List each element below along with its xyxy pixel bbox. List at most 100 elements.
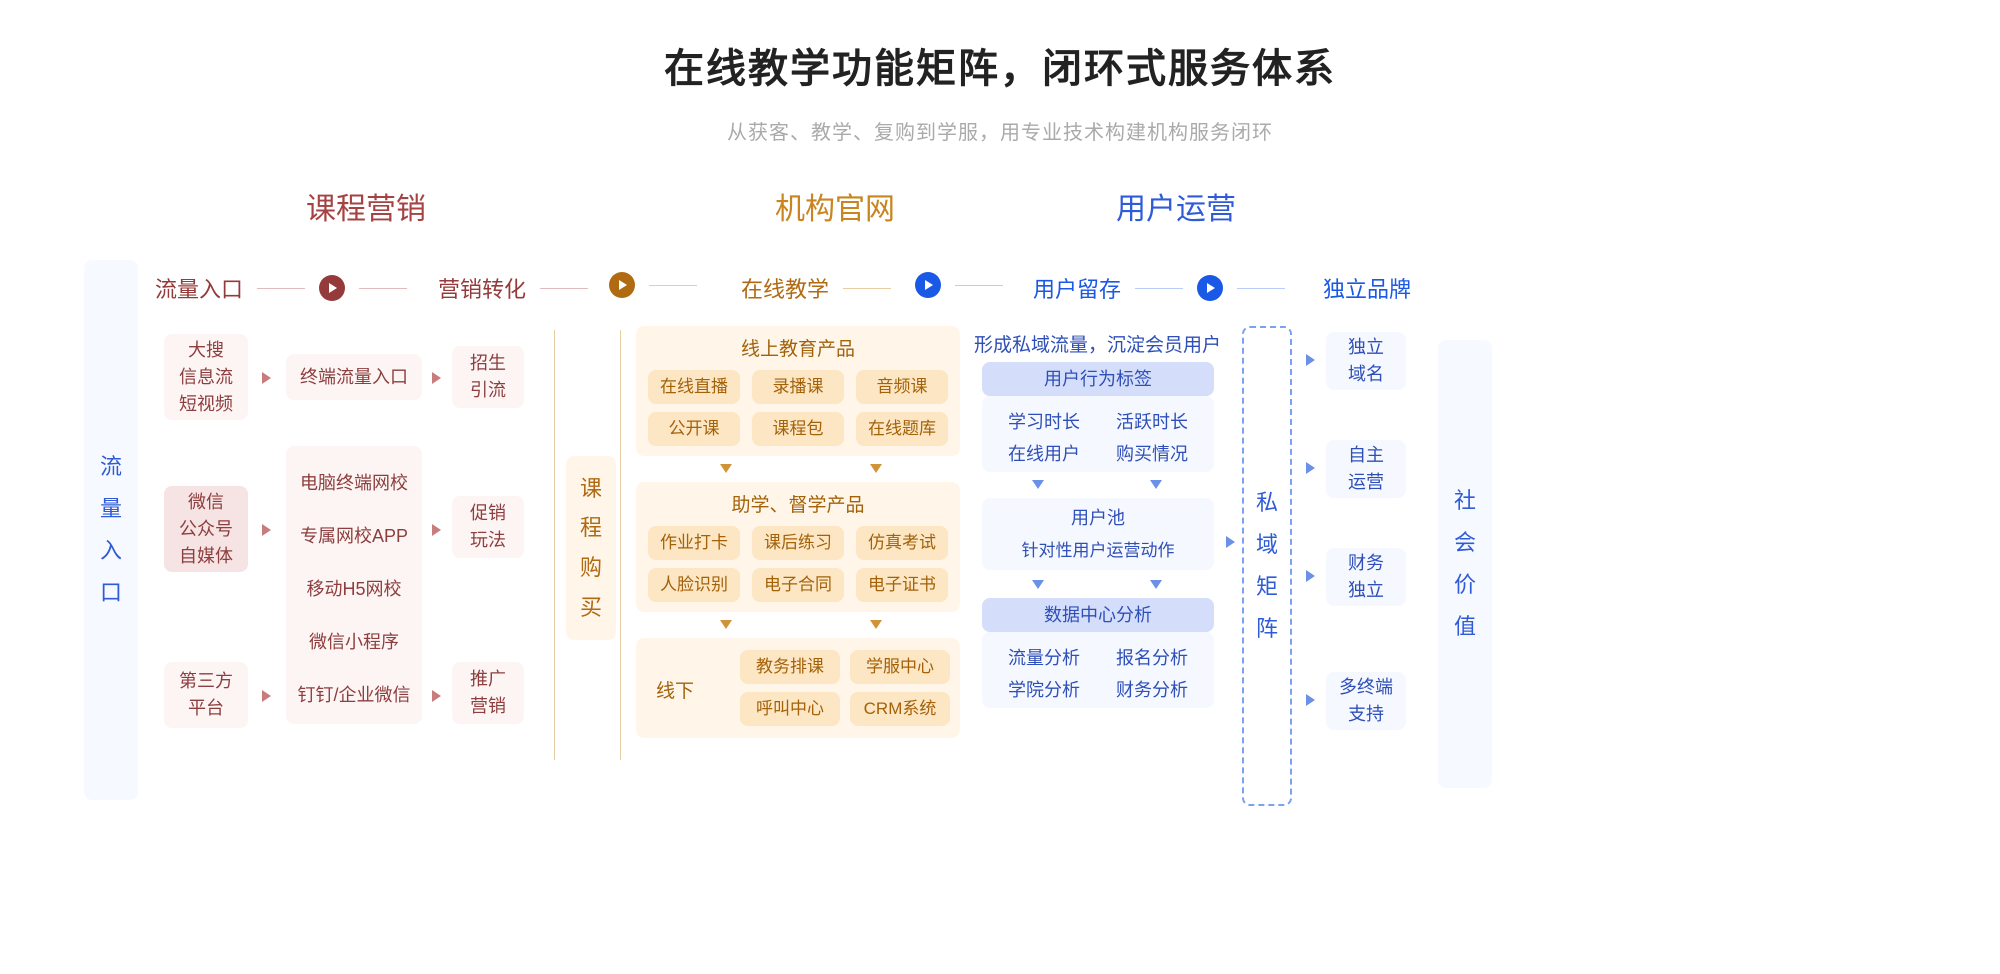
channel-list: 电脑终端网校 专属网校APP 移动H5网校 微信小程序 钉钉/企业微信 (286, 446, 422, 724)
phase-retain-label: 用户留存 (1033, 272, 1121, 304)
phase-traffic-label: 流量入口 (155, 272, 243, 304)
brand-finance: 财务独立 (1326, 548, 1406, 606)
arrow-down-icon (1032, 480, 1044, 489)
convert-enroll: 招生引流 (452, 346, 524, 408)
channel-ding: 钉钉/企业微信 (297, 682, 410, 709)
phase-brand-label: 独立品牌 (1323, 272, 1411, 304)
offline-label: 线下 (656, 676, 694, 703)
phase-connector (843, 288, 891, 289)
phase-between2 (915, 272, 1017, 298)
play-icon (609, 272, 635, 298)
phase-connector (540, 288, 588, 289)
study-exam: 仿真考试 (856, 526, 948, 560)
ops-pool-box: 用户池 针对性用户运营动作 (982, 498, 1214, 570)
phase-connector (955, 285, 1003, 286)
phase-connector (1237, 288, 1285, 289)
tag-buy: 购买情况 (1116, 440, 1188, 466)
play-icon (319, 275, 345, 301)
stat-school: 学院分析 (1008, 676, 1080, 702)
section-marketing: 课程营销 (306, 184, 426, 228)
phase-between1 (609, 272, 711, 298)
phase-connector (257, 288, 305, 289)
vbar-left-text: 流量入口 (100, 446, 122, 613)
ops-data-title: 数据中心分析 (982, 598, 1214, 632)
study-face: 人脸识别 (648, 568, 740, 602)
study-exer: 课后练习 (752, 526, 844, 560)
arrow-icon (432, 372, 441, 384)
page-subtitle: 从获客、教学、复购到学服，用专业技术构建机构服务闭环 (0, 116, 2000, 145)
channel-app: 专属网校APP (300, 523, 408, 550)
convert-promo: 促销玩法 (452, 496, 524, 558)
arrow-icon (262, 372, 271, 384)
arrow-down-icon (1032, 580, 1044, 589)
ops-tag-title: 用户行为标签 (982, 362, 1214, 396)
arrow-down-icon (870, 464, 882, 473)
vbar-social-value: 社会价值 (1438, 340, 1492, 788)
connector-line (620, 330, 621, 760)
pool-sub: 针对性用户运营动作 (1022, 538, 1175, 564)
tag-active: 活跃时长 (1116, 408, 1188, 434)
stat-flow: 流量分析 (1008, 644, 1080, 670)
stat-fin: 财务分析 (1116, 676, 1188, 702)
arrow-icon (1226, 536, 1235, 548)
ops-headline: 形成私域流量，沉淀会员用户 (974, 330, 1221, 357)
phase-teach-label: 在线教学 (741, 272, 829, 304)
phase-retain: 用户留存 (1033, 272, 1299, 304)
offline-call: 呼叫中心 (740, 692, 840, 726)
prod-bank: 在线题库 (856, 412, 948, 446)
section-site: 机构官网 (775, 184, 895, 228)
prod-pack: 课程包 (752, 412, 844, 446)
vbar-mid-text: 课程购买 (580, 469, 602, 627)
phase-convert-label: 营销转化 (438, 272, 526, 304)
offline-schedule: 教务排课 (740, 650, 840, 684)
arrow-icon (262, 690, 271, 702)
source-wechat: 微信公众号自媒体 (164, 486, 248, 572)
brand-multi: 多终端支持 (1326, 672, 1406, 730)
channel-pc: 电脑终端网校 (300, 470, 408, 497)
study-cert: 电子证书 (856, 568, 948, 602)
arrow-icon (432, 524, 441, 536)
arrow-down-icon (720, 620, 732, 629)
phase-teach: 在线教学 (741, 272, 905, 304)
arrow-down-icon (1150, 480, 1162, 489)
connector-line (554, 330, 555, 760)
convert-spread: 推广营销 (452, 662, 524, 724)
channel-mini: 微信小程序 (309, 629, 399, 656)
tag-online: 在线用户 (1008, 440, 1080, 466)
arrow-down-icon (720, 464, 732, 473)
offline-crm: CRM系统 (850, 692, 950, 726)
study-products-title: 助学、督学产品 (731, 492, 864, 521)
phase-traffic: 流量入口 (155, 272, 421, 304)
vbar-purchase: 课程购买 (566, 456, 616, 640)
study-contract: 电子合同 (752, 568, 844, 602)
arrow-icon (1306, 354, 1315, 366)
arrow-icon (1306, 694, 1315, 706)
section-ops: 用户运营 (1116, 184, 1236, 228)
prod-audio: 音频课 (856, 370, 948, 404)
tag-study: 学习时长 (1008, 408, 1080, 434)
play-icon (915, 272, 941, 298)
online-products-title: 线上教育产品 (741, 336, 855, 365)
arrow-icon (432, 690, 441, 702)
prod-record: 录播课 (752, 370, 844, 404)
brand-self: 自主运营 (1326, 440, 1406, 498)
channel-terminal: 终端流量入口 (286, 354, 422, 400)
phase-connector (649, 285, 697, 286)
vbar-right-text: 社会价值 (1454, 480, 1476, 647)
phase-convert: 营销转化 (438, 272, 602, 304)
vbar-traffic-inlet: 流量入口 (84, 260, 138, 800)
source-3rd: 第三方平台 (164, 662, 248, 728)
phase-brand: 独立品牌 (1323, 272, 1411, 304)
brand-domain: 独立域名 (1326, 332, 1406, 390)
prod-live: 在线直播 (648, 370, 740, 404)
arrow-icon (1306, 462, 1315, 474)
arrow-down-icon (870, 620, 882, 629)
arrow-down-icon (1150, 580, 1162, 589)
vbar-brand-text: 私域矩阵 (1256, 482, 1278, 649)
offline-service: 学服中心 (850, 650, 950, 684)
phase-row: 流量入口 营销转化 在线教学 用户留存 独立品牌 (145, 272, 1855, 312)
pool-title: 用户池 (1071, 505, 1125, 532)
arrow-icon (1306, 570, 1315, 582)
stat-signup: 报名分析 (1116, 644, 1188, 670)
prod-open: 公开课 (648, 412, 740, 446)
